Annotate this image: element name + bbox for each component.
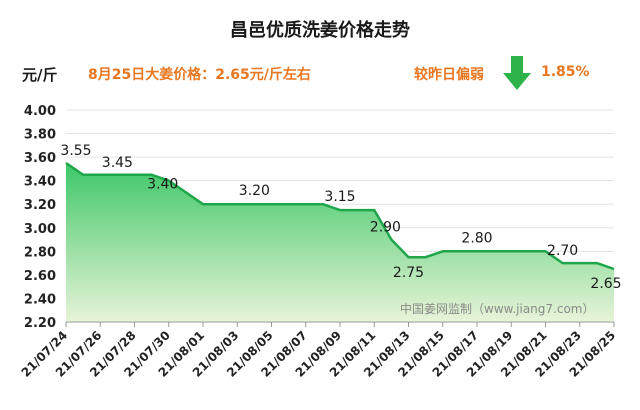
- y-tick-label: 3.00: [24, 222, 56, 237]
- chart-title: 昌邑优质洗姜价格走势: [230, 20, 410, 41]
- data-label: 3.55: [60, 143, 91, 159]
- y-tick-label: 3.20: [24, 198, 56, 213]
- compare-label: 较昨日偏弱: [414, 67, 484, 83]
- y-tick-label: 2.40: [24, 292, 56, 307]
- y-tick-label: 3.80: [24, 128, 56, 143]
- data-label: 2.80: [461, 230, 492, 246]
- change-percent: 1.85%: [541, 64, 590, 80]
- data-label: 3.45: [102, 155, 133, 171]
- data-label: 2.90: [370, 220, 401, 236]
- y-tick-label: 3.40: [24, 175, 56, 190]
- y-tick-label: 4.00: [24, 104, 56, 119]
- data-label: 3.15: [324, 189, 355, 205]
- data-label: 2.75: [393, 265, 424, 281]
- y-tick-label: 2.60: [24, 269, 56, 284]
- data-label: 3.40: [147, 177, 178, 193]
- price-note: 8月25日大姜价格：2.65元/斤左右: [88, 67, 311, 83]
- watermark: 中国姜网监制（www.jiang7.com）: [400, 301, 594, 316]
- down-arrow-icon: [503, 56, 531, 90]
- data-label: 3.20: [239, 183, 270, 199]
- y-tick-label: 3.60: [24, 151, 56, 166]
- y-tick-label: 2.80: [24, 245, 56, 260]
- series-line: [65, 161, 615, 271]
- data-label: 2.70: [547, 243, 578, 259]
- area-fill: [66, 163, 614, 322]
- data-label: 2.65: [590, 276, 621, 292]
- unit-label: 元/斤: [22, 66, 58, 84]
- y-tick-label: 2.20: [24, 316, 56, 331]
